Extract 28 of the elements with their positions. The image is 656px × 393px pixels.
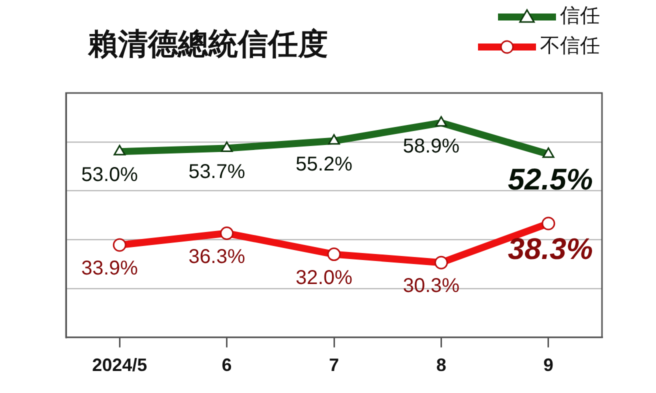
data-label: 52.5% [508, 163, 593, 196]
data-label: 32.0% [296, 266, 353, 289]
x-tick-label: 2024/5 [92, 355, 148, 376]
point [220, 226, 234, 240]
point [112, 238, 126, 252]
point [327, 248, 341, 262]
data-label: 30.3% [402, 275, 460, 298]
data-label: 36.3% [188, 246, 246, 268]
x-tick-label: 7 [328, 355, 340, 376]
point [114, 144, 126, 156]
legend-label: 不信任 [540, 33, 600, 58]
point [542, 147, 554, 158]
point [220, 141, 233, 152]
data-label: 55.2% [296, 153, 353, 176]
x-tick-label: 6 [222, 355, 232, 376]
legend-label: 信任 [560, 3, 600, 28]
data-label: 58.9% [402, 135, 460, 158]
data-label: 33.9% [81, 258, 138, 280]
point [328, 134, 340, 145]
point [435, 116, 448, 127]
x-tick-label: 9 [543, 355, 554, 376]
chart-title: 賴清德總統信任度 [88, 26, 328, 64]
point [542, 216, 556, 230]
x-tick-label: 8 [436, 355, 446, 376]
point [434, 256, 448, 270]
data-label: 38.3% [508, 232, 593, 266]
data-label: 53.0% [81, 164, 138, 186]
data-label: 53.7% [188, 160, 246, 183]
